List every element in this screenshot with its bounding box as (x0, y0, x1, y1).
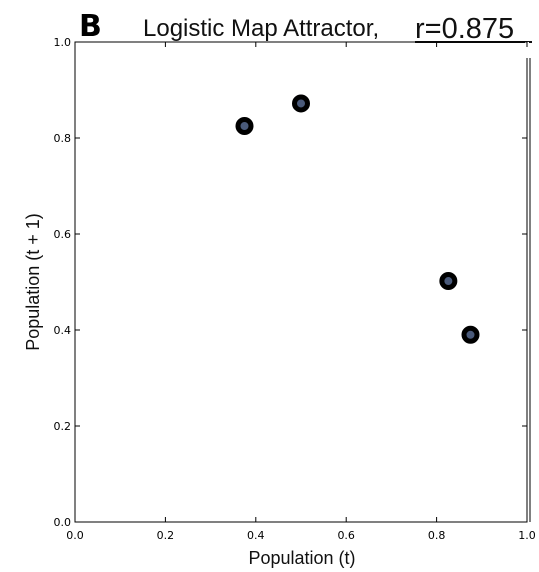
plot-frame (74, 41, 528, 523)
y-tick-label: 0.8 (54, 132, 72, 145)
y-axis-title: Population (t + 1) (23, 213, 43, 351)
x-tick-label: 0.8 (428, 529, 446, 542)
x-axis-ticks: 0.0 0.2 0.4 0.6 0.8 1.0 (66, 42, 536, 542)
data-point (235, 117, 254, 135)
x-tick-label: 0.0 (66, 529, 84, 542)
data-points (235, 94, 480, 344)
r-value-label: r=0.875 (415, 13, 514, 45)
chart-title: Logistic Map Attractor, (143, 15, 379, 42)
y-tick-label: 0.6 (54, 228, 72, 241)
data-point (461, 325, 480, 344)
y-tick-label: 1.0 (54, 36, 72, 49)
x-tick-label: 0.4 (247, 529, 265, 542)
y-tick-label: 0.0 (54, 516, 72, 529)
x-axis-title: Population (t) (248, 548, 355, 568)
data-point (439, 272, 458, 291)
x-tick-label: 0.6 (337, 529, 355, 542)
y-tick-label: 0.4 (54, 324, 72, 337)
y-tick-label: 0.2 (54, 420, 72, 433)
panel-label: B (79, 9, 102, 44)
x-tick-label: 0.2 (157, 529, 175, 542)
y-axis-ticks: 0.0 0.2 0.4 0.6 0.8 1.0 (54, 36, 527, 529)
data-point (292, 94, 310, 113)
x-tick-label: 1.0 (518, 529, 536, 542)
